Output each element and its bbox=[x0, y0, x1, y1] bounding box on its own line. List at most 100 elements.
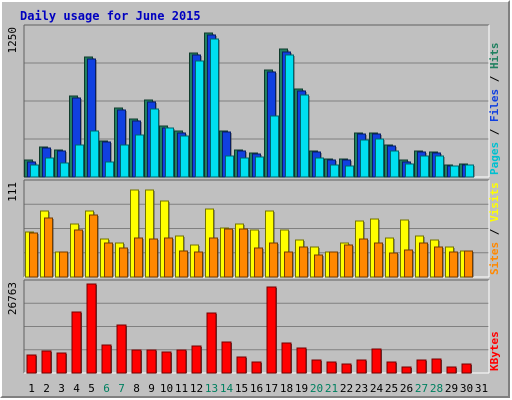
bar-sites-day-15 bbox=[239, 228, 248, 278]
x-tick-label: 1 bbox=[28, 382, 35, 395]
x-tick-label: 21 bbox=[325, 382, 338, 395]
middle-series-label: Sites / Visits bbox=[488, 182, 501, 275]
bar-sites-day-24 bbox=[374, 242, 383, 278]
chart-title: Daily usage for June 2015 bbox=[20, 9, 201, 23]
bar-pages-day-6 bbox=[105, 161, 114, 178]
x-tick-label: 28 bbox=[430, 382, 443, 395]
bottom-max-label: 26763 bbox=[6, 282, 19, 315]
bar-sites-day-23 bbox=[359, 238, 368, 278]
bar-sites-day-28 bbox=[434, 246, 443, 278]
bar-pages-day-24 bbox=[375, 138, 384, 178]
bar-kbytes-day-7 bbox=[116, 324, 127, 374]
bar-sites-day-4 bbox=[74, 229, 83, 278]
bar-kbytes-day-25 bbox=[386, 361, 397, 374]
bar-pages-day-29 bbox=[450, 165, 459, 178]
x-tick-label: 14 bbox=[220, 382, 234, 395]
top-series-label-part: / bbox=[488, 122, 501, 142]
top-panel: 1250 Pages / Files / Hits bbox=[6, 24, 501, 178]
bar-kbytes-day-27 bbox=[416, 359, 427, 374]
bar-pages-day-1 bbox=[30, 164, 39, 178]
bar-sites-day-12 bbox=[194, 251, 203, 278]
bar-kbytes-day-6 bbox=[101, 344, 112, 374]
bar-kbytes-day-3 bbox=[56, 352, 67, 374]
bar-kbytes-day-22 bbox=[341, 363, 352, 374]
bar-pages-day-11 bbox=[180, 135, 189, 178]
bar-kbytes-day-16 bbox=[251, 361, 262, 374]
x-tick-label: 2 bbox=[43, 382, 50, 395]
x-tick-label: 20 bbox=[310, 382, 323, 395]
bar-kbytes-day-30 bbox=[461, 363, 472, 374]
bar-sites-day-27 bbox=[419, 242, 428, 278]
bar-kbytes-day-26 bbox=[401, 366, 412, 374]
bar-kbytes-day-8 bbox=[131, 349, 142, 374]
bar-kbytes-day-15 bbox=[236, 356, 247, 374]
x-tick-label: 24 bbox=[370, 382, 384, 395]
bar-sites-day-9 bbox=[149, 238, 158, 278]
bar-sites-day-5 bbox=[89, 214, 98, 278]
bar-pages-day-17 bbox=[270, 115, 279, 178]
x-tick-label: 31 bbox=[475, 382, 488, 395]
bar-sites-day-10 bbox=[164, 237, 173, 278]
bar-pages-day-14 bbox=[225, 155, 234, 178]
bar-kbytes-day-9 bbox=[146, 349, 157, 374]
x-tick-label: 26 bbox=[400, 382, 413, 395]
middle-series-label-part: Visits bbox=[488, 182, 501, 222]
bar-pages-day-22 bbox=[345, 165, 354, 178]
bar-pages-day-20 bbox=[315, 157, 324, 178]
x-tick-label: 15 bbox=[235, 382, 248, 395]
bar-sites-day-6 bbox=[104, 242, 113, 278]
bottom-panel: 26763 KBytes bbox=[6, 279, 501, 374]
bar-kbytes-day-2 bbox=[41, 350, 52, 374]
bar-kbytes-day-23 bbox=[356, 359, 367, 374]
bar-kbytes-day-29 bbox=[446, 366, 457, 374]
bar-pages-day-4 bbox=[75, 144, 84, 178]
x-tick-label: 27 bbox=[415, 382, 428, 395]
bar-sites-day-2 bbox=[44, 217, 53, 278]
bar-sites-day-13 bbox=[209, 237, 218, 278]
bar-kbytes-day-11 bbox=[176, 349, 187, 374]
bar-pages-day-10 bbox=[165, 127, 174, 178]
bar-sites-day-14 bbox=[224, 228, 233, 278]
x-tick-label: 30 bbox=[460, 382, 473, 395]
bar-pages-day-16 bbox=[255, 156, 264, 178]
x-tick-label: 17 bbox=[265, 382, 278, 395]
bar-sites-day-30 bbox=[464, 250, 473, 278]
middle-panel: 111 Sites / Visits bbox=[6, 179, 501, 278]
bar-sites-day-22 bbox=[344, 244, 353, 278]
bar-pages-day-30 bbox=[465, 164, 474, 178]
bar-pages-day-15 bbox=[240, 157, 249, 178]
bar-kbytes-day-21 bbox=[326, 361, 337, 374]
bar-pages-day-28 bbox=[435, 155, 444, 178]
bar-sites-day-11 bbox=[179, 250, 188, 278]
bar-pages-day-7 bbox=[120, 144, 129, 178]
bar-kbytes-day-17 bbox=[266, 286, 277, 374]
bar-sites-day-20 bbox=[314, 254, 323, 278]
bar-pages-day-26 bbox=[405, 163, 414, 178]
bar-kbytes-day-13 bbox=[206, 312, 217, 374]
bar-kbytes-day-4 bbox=[71, 311, 82, 374]
bar-kbytes-day-24 bbox=[371, 348, 382, 374]
bar-pages-day-3 bbox=[60, 162, 69, 178]
chart-panels: 1250 Pages / Files / Hits 111 Sites / Visit… bbox=[6, 24, 501, 374]
bottom-series-label: KBytes bbox=[488, 331, 501, 371]
bar-sites-day-17 bbox=[269, 242, 278, 278]
x-tick-label: 23 bbox=[355, 382, 368, 395]
top-series-label-part: Hits bbox=[488, 43, 501, 70]
bar-sites-day-21 bbox=[329, 251, 338, 278]
bar-sites-day-25 bbox=[389, 252, 398, 278]
bar-pages-day-12 bbox=[195, 60, 204, 178]
bar-kbytes-day-12 bbox=[191, 345, 202, 374]
top-series-label: Pages / Files / Hits bbox=[488, 43, 501, 176]
bar-pages-day-8 bbox=[135, 134, 144, 178]
middle-max-label: 111 bbox=[6, 182, 19, 202]
x-tick-label: 22 bbox=[340, 382, 353, 395]
bar-sites-day-7 bbox=[119, 247, 128, 278]
x-tick-label: 19 bbox=[295, 382, 308, 395]
x-tick-label: 8 bbox=[133, 382, 140, 395]
bar-kbytes-day-18 bbox=[281, 342, 292, 374]
x-tick-label: 6 bbox=[103, 382, 110, 395]
x-axis-labels: 1 2 3 4 5 6 7 8 9 10 11 12 13 14 15 16 17 18 19 20 21 22 23 24 2… bbox=[28, 382, 488, 395]
bar-sites-day-1 bbox=[29, 232, 38, 278]
bar-sites-day-3 bbox=[59, 251, 68, 278]
